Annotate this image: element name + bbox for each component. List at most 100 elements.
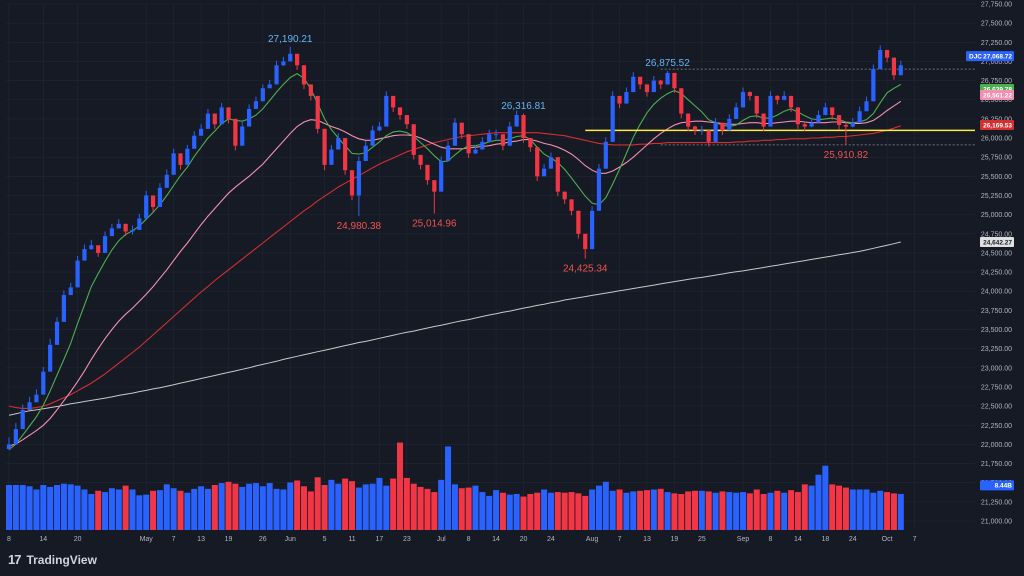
candle[interactable] (397, 107, 403, 120)
candle[interactable] (116, 219, 121, 229)
candle[interactable] (432, 180, 437, 214)
candle[interactable] (466, 134, 471, 158)
candle[interactable] (548, 152, 554, 169)
candle[interactable] (644, 84, 650, 97)
candle[interactable] (651, 75, 656, 93)
candle[interactable] (384, 91, 389, 127)
candle[interactable] (343, 138, 348, 175)
candle[interactable] (48, 338, 53, 372)
candle[interactable] (480, 137, 485, 150)
candle[interactable] (61, 290, 66, 322)
candle[interactable] (610, 91, 615, 142)
candle[interactable] (27, 396, 32, 410)
candle[interactable] (487, 129, 492, 142)
candle[interactable] (219, 102, 224, 125)
candle[interactable] (692, 125, 698, 135)
candle[interactable] (535, 147, 540, 181)
candle[interactable] (603, 137, 608, 169)
candlesticks[interactable] (6, 45, 903, 450)
candle[interactable] (816, 110, 821, 123)
candle[interactable] (871, 64, 876, 102)
tradingview-logo[interactable]: 17 TradingView (8, 552, 97, 567)
candle[interactable] (761, 113, 766, 132)
candle[interactable] (171, 148, 176, 175)
candle[interactable] (102, 231, 108, 253)
candle[interactable] (34, 389, 39, 403)
candle[interactable] (514, 110, 519, 127)
candle[interactable] (891, 57, 897, 80)
candle[interactable] (686, 113, 691, 132)
candle[interactable] (150, 195, 156, 212)
candle[interactable] (665, 70, 670, 85)
candle[interactable] (562, 191, 567, 204)
candle[interactable] (445, 141, 451, 162)
candle[interactable] (336, 133, 341, 150)
candle[interactable] (850, 118, 855, 128)
candle[interactable] (596, 164, 602, 211)
candle[interactable] (679, 88, 684, 119)
candle[interactable] (775, 95, 780, 105)
candle[interactable] (6, 437, 12, 450)
candle[interactable] (439, 156, 444, 192)
candle[interactable] (878, 45, 883, 70)
candle[interactable] (198, 124, 204, 136)
candle[interactable] (418, 154, 423, 170)
candle[interactable] (349, 170, 355, 201)
candle[interactable] (521, 113, 526, 143)
candle[interactable] (672, 72, 677, 93)
candle[interactable] (740, 87, 746, 108)
candle[interactable] (240, 121, 245, 146)
candle[interactable] (720, 122, 725, 135)
candle[interactable] (301, 65, 307, 90)
candle[interactable] (411, 124, 416, 160)
candle[interactable] (617, 95, 622, 109)
candle[interactable] (391, 95, 396, 112)
candle[interactable] (82, 244, 87, 261)
candle[interactable] (541, 164, 547, 177)
candle[interactable] (260, 84, 265, 102)
candle[interactable] (295, 53, 300, 70)
candle[interactable] (281, 56, 286, 67)
candle[interactable] (830, 107, 835, 120)
candle[interactable] (205, 108, 211, 129)
candle[interactable] (493, 129, 499, 139)
candle[interactable] (747, 91, 752, 101)
date-axis[interactable]: 8 14 20 May 7 13 19 26 Jun 5 11 17 23 Jul 8 14 20 24 Aug 7 1… (7, 536, 917, 543)
candle[interactable] (356, 156, 361, 217)
candle[interactable] (308, 84, 313, 101)
candle[interactable] (782, 91, 787, 101)
candle[interactable] (734, 102, 739, 119)
candle[interactable] (13, 422, 18, 445)
candle[interactable] (843, 121, 849, 145)
candle[interactable] (20, 404, 25, 430)
candle[interactable] (157, 183, 163, 207)
candle[interactable] (809, 118, 814, 128)
candle[interactable] (41, 367, 46, 395)
candle[interactable] (795, 107, 800, 129)
candle[interactable] (137, 213, 142, 230)
candle[interactable] (884, 49, 890, 63)
candle[interactable] (823, 102, 828, 116)
candle[interactable] (363, 141, 368, 162)
candle[interactable] (706, 130, 711, 147)
candle[interactable] (164, 169, 169, 188)
candle[interactable] (658, 79, 663, 90)
candle[interactable] (459, 122, 464, 139)
candle[interactable] (109, 223, 114, 237)
candle[interactable] (130, 225, 135, 235)
candle[interactable] (315, 95, 320, 134)
candle[interactable] (727, 114, 732, 131)
candle[interactable] (377, 121, 382, 132)
candle[interactable] (713, 118, 718, 142)
candle[interactable] (452, 118, 457, 146)
candle[interactable] (253, 96, 259, 109)
candle[interactable] (226, 107, 231, 124)
candle[interactable] (638, 76, 643, 90)
candle[interactable] (802, 121, 807, 132)
candle[interactable] (404, 115, 409, 129)
candle[interactable] (288, 46, 293, 62)
candle[interactable] (425, 164, 430, 185)
candle[interactable] (583, 233, 588, 259)
candle[interactable] (569, 199, 574, 216)
